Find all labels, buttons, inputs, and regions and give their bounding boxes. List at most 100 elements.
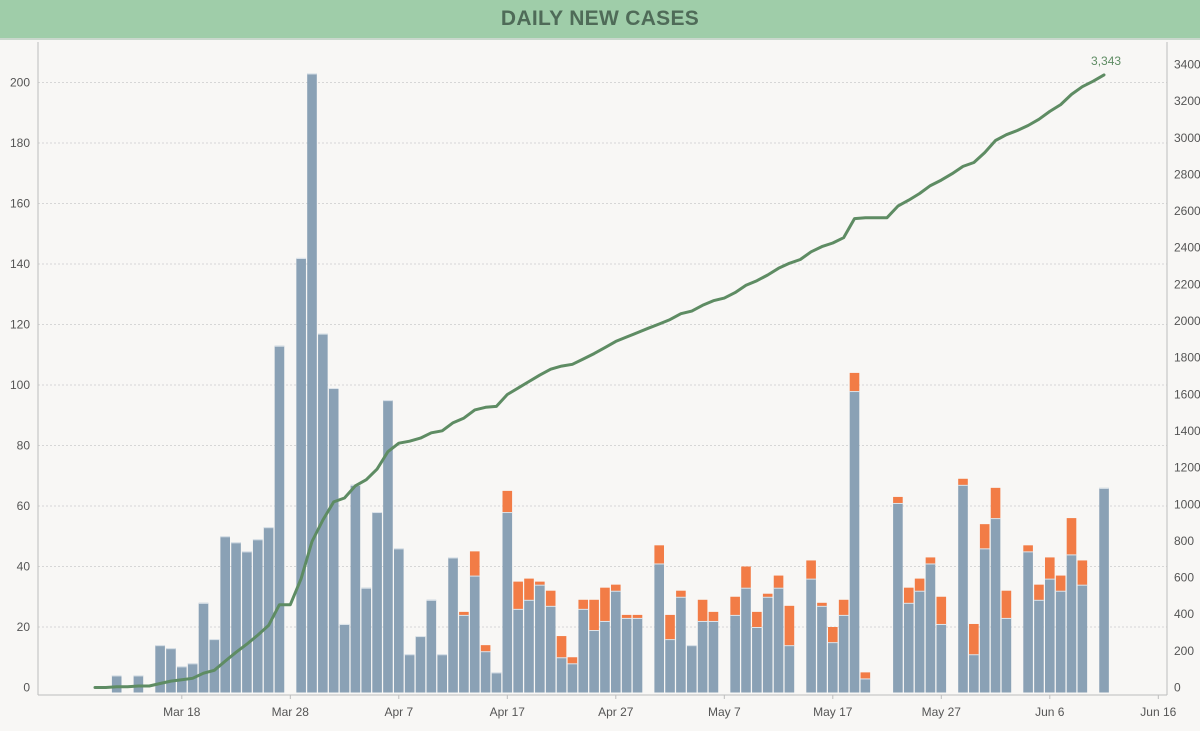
x-tick-label: May 27	[922, 705, 962, 719]
bar-secondary	[990, 487, 1001, 519]
bar-primary	[817, 605, 827, 693]
y-right-tick-label: 2200	[1174, 277, 1200, 291]
y-right-tick-label: 3000	[1174, 131, 1200, 145]
bar-secondary	[914, 578, 925, 591]
chart-title: DAILY NEW CASES	[500, 7, 700, 30]
bar-primary	[654, 563, 664, 693]
bar-primary	[426, 599, 437, 693]
y-right-tick-label: 2600	[1174, 204, 1200, 218]
bar-secondary	[611, 584, 621, 591]
bar-secondary	[1077, 560, 1088, 585]
bar-primary	[990, 518, 1001, 693]
bar-primary	[925, 563, 936, 693]
bar-primary	[318, 333, 328, 693]
bar-secondary	[676, 590, 686, 597]
bar-secondary	[893, 496, 903, 503]
bar-secondary	[958, 478, 968, 485]
bar-primary	[166, 648, 176, 693]
bar-secondary	[1055, 575, 1066, 591]
bar-secondary	[545, 590, 556, 606]
bar-primary	[697, 620, 708, 693]
bar-primary	[969, 654, 979, 693]
bar-primary	[676, 596, 686, 693]
bar-secondary	[556, 636, 567, 658]
y-right-tick-label: 1200	[1174, 461, 1200, 475]
bar-secondary	[708, 611, 719, 621]
bar-primary	[1077, 584, 1088, 693]
y-right-tick-label: 3400	[1174, 58, 1200, 72]
bar-secondary	[784, 605, 795, 646]
x-tick-label: Mar 28	[272, 705, 310, 719]
bar-primary	[350, 484, 361, 693]
bar-primary	[1023, 551, 1033, 693]
bar-secondary	[925, 557, 936, 564]
y-right-tick-label: 1800	[1174, 351, 1200, 365]
bar-primary	[209, 639, 220, 693]
bar-primary	[849, 391, 860, 693]
x-tick-label: Apr 27	[598, 705, 634, 719]
bar-primary	[231, 542, 241, 693]
bar-secondary	[469, 551, 480, 576]
bar-secondary	[903, 587, 914, 603]
bar-secondary	[817, 602, 827, 606]
bar-primary	[524, 599, 534, 693]
bar-secondary	[730, 596, 740, 615]
y-left-tick-label: 180	[10, 136, 30, 150]
bar-secondary	[535, 581, 545, 585]
bar-primary	[502, 512, 513, 693]
bar-secondary	[1001, 590, 1012, 618]
y-right-tick-label: 600	[1174, 571, 1194, 585]
bar-primary	[838, 614, 849, 693]
bar-primary	[914, 590, 925, 693]
bar-secondary	[502, 490, 513, 513]
bar-primary	[860, 678, 871, 693]
bar-secondary	[578, 599, 589, 609]
bar-primary	[307, 73, 317, 693]
bar-primary	[762, 596, 773, 693]
x-tick-label: May 7	[708, 705, 741, 719]
bar-primary	[773, 587, 784, 693]
bar-primary	[708, 620, 719, 693]
bar-primary	[903, 602, 914, 693]
y-right-tick-label: 800	[1174, 534, 1194, 548]
chart-header: DAILY NEW CASES	[0, 0, 1200, 40]
bar-primary	[535, 584, 545, 693]
bar-primary	[828, 642, 838, 693]
bar-primary	[491, 672, 502, 693]
bar-primary	[155, 645, 165, 693]
y-right-tick-label: 1600	[1174, 387, 1200, 401]
bar-primary	[1045, 578, 1055, 693]
bar-secondary	[459, 611, 469, 615]
bar-primary	[394, 548, 404, 693]
bar-secondary	[513, 581, 523, 609]
bar-primary	[958, 484, 968, 693]
y-right-tick-label: 2400	[1174, 241, 1200, 255]
y-left-tick-label: 160	[10, 197, 30, 211]
bar-primary	[1099, 487, 1109, 693]
cumulative-line	[93, 73, 1106, 689]
y-right-tick-label: 400	[1174, 607, 1194, 621]
bar-secondary	[741, 566, 751, 588]
bar-primary	[133, 675, 144, 693]
x-tick-label: Apr 17	[490, 705, 526, 719]
bar-primary	[600, 620, 610, 693]
bar-primary	[665, 639, 675, 693]
bar-primary	[415, 636, 426, 693]
bar-secondary	[665, 614, 675, 640]
bar-secondary	[480, 645, 491, 652]
bar-secondary	[762, 593, 773, 597]
bar-secondary	[600, 587, 610, 621]
bar-secondary	[1034, 584, 1044, 600]
bar-primary	[339, 623, 350, 693]
x-tick-label: May 17	[813, 705, 853, 719]
cumulative-end-label: 3,343	[1091, 54, 1121, 68]
bar-primary	[741, 587, 751, 693]
y-left-tick-label: 120	[10, 318, 30, 332]
axes: 0204060801001201401601802000200400600800…	[10, 42, 1200, 719]
bar-primary	[198, 602, 209, 693]
bar-primary	[263, 527, 274, 693]
bar-primary	[578, 608, 589, 693]
x-tick-label: Apr 7	[384, 705, 413, 719]
bar-secondary	[524, 578, 534, 600]
bar-primary	[632, 617, 643, 693]
